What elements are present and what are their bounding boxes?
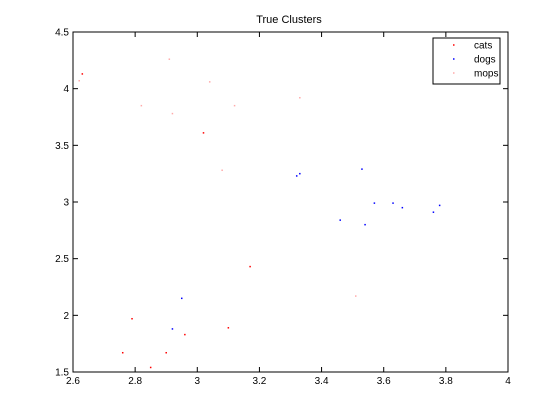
x-axis: 2.6 2.8 3 3.2 3.4 3.6 3.8 4: [66, 32, 511, 387]
point-cats: [184, 333, 186, 336]
point-mops: [171, 112, 174, 115]
point-cats: [227, 327, 230, 329]
point-dogs: [438, 204, 441, 207]
point-mops: [140, 104, 143, 107]
legend-marker-cats: [453, 44, 455, 46]
point-dogs: [339, 219, 341, 221]
y-tick-label: 4: [63, 84, 69, 95]
point-mops: [168, 58, 171, 60]
x-tick-label: 2.8: [128, 376, 142, 387]
point-mops: [233, 104, 236, 107]
legend-label-cats: cats: [474, 41, 492, 52]
point-dogs: [299, 172, 301, 175]
y-tick-label: 1.5: [55, 368, 69, 379]
x-tick-label: 3.4: [315, 376, 329, 387]
x-tick-label: 3.2: [252, 376, 266, 387]
point-mops: [221, 169, 223, 172]
x-tick-label: 3.8: [439, 376, 453, 387]
legend-box: [432, 37, 501, 85]
point-dogs: [364, 223, 366, 226]
point-mops: [78, 79, 80, 82]
point-dogs: [361, 168, 363, 170]
y-tick-label: 3.5: [55, 141, 69, 152]
point-dogs: [171, 328, 174, 330]
point-dogs: [181, 297, 183, 300]
point-cats: [202, 132, 205, 134]
point-mops: [208, 81, 211, 83]
x-tick-label: 4: [505, 376, 511, 387]
point-cats: [249, 265, 251, 268]
point-cats: [121, 351, 124, 354]
point-dogs: [392, 202, 394, 204]
legend: cats dogs mops: [432, 37, 501, 85]
x-tick-label: 2.6: [66, 376, 80, 387]
data-points: [78, 58, 441, 369]
y-axis: 1.5 2 2.5 3 3.5 4 4.5: [55, 28, 508, 379]
legend-marker-mops: [453, 72, 455, 74]
point-dogs: [373, 202, 376, 204]
y-tick-label: 2.5: [55, 254, 69, 265]
legend-marker-dogs: [453, 58, 455, 60]
legend-label-dogs: dogs: [474, 55, 496, 66]
x-tick-label: 3.6: [377, 376, 391, 387]
point-cats: [131, 317, 133, 320]
chart-title: True Clusters: [256, 14, 322, 26]
point-mops: [299, 96, 301, 99]
point-dogs: [432, 211, 435, 213]
y-tick-label: 2: [63, 311, 69, 322]
point-cats: [81, 73, 84, 75]
y-tick-label: 4.5: [55, 28, 69, 39]
point-mops: [355, 295, 357, 297]
x-tick-label: 3: [195, 376, 201, 387]
y-tick-label: 3: [63, 198, 69, 209]
plot-area-frame: [72, 31, 509, 373]
point-dogs: [401, 206, 404, 209]
point-cats: [149, 366, 152, 369]
point-dogs: [295, 175, 298, 177]
legend-label-mops: mops: [474, 69, 498, 80]
point-cats: [165, 351, 167, 354]
